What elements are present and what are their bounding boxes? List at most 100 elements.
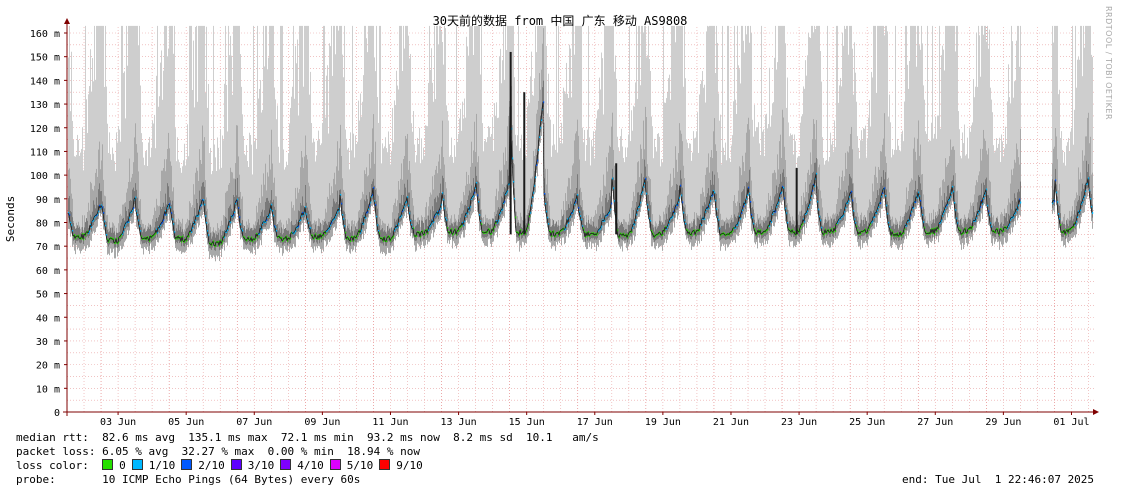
median-line-segment [434, 213, 437, 215]
smoke-mid [169, 148, 170, 221]
median-point [404, 205, 406, 208]
smoke-light [314, 141, 315, 247]
median-point [601, 225, 603, 228]
median-point [792, 228, 794, 231]
smoke-light [163, 70, 164, 229]
median-point [706, 207, 708, 210]
smoke-light [612, 25, 613, 191]
smoke-dark [707, 193, 708, 213]
smoke-light [105, 25, 106, 234]
smoke-dark [933, 219, 934, 234]
smoke-dark [902, 220, 903, 239]
median-point [947, 203, 949, 206]
median-line-segment [398, 216, 401, 218]
median-line-segment [723, 233, 726, 236]
median-point [376, 215, 378, 218]
smoke-dark [614, 180, 615, 206]
median-line-segment [731, 227, 734, 232]
median-point [609, 211, 611, 214]
smoke-dark [857, 220, 858, 236]
smoke-light [171, 25, 172, 221]
smoke-dark [693, 221, 694, 236]
median-line-segment [827, 229, 830, 233]
smoke-mid [1088, 112, 1089, 188]
median-line-segment [402, 206, 405, 210]
median-line-segment [448, 231, 451, 234]
smoke-mid [609, 145, 610, 221]
smoke-dark [779, 183, 780, 203]
median-point [577, 194, 579, 197]
median-line-segment [288, 238, 291, 240]
smoke-light [724, 154, 725, 245]
median-line-segment [891, 231, 894, 235]
smoke-light [1011, 25, 1012, 228]
smoke-dark [336, 202, 337, 219]
median-line-segment [669, 217, 672, 219]
median-point [650, 220, 652, 223]
smoke-light [927, 25, 928, 245]
smoke-dark [549, 217, 550, 236]
smoke-mid [406, 138, 407, 219]
median-point [301, 214, 303, 217]
smoke-dark [888, 204, 889, 228]
smoke-light [331, 25, 332, 238]
smoke-light [518, 25, 519, 241]
smoke-light [210, 147, 211, 255]
median-point [104, 220, 106, 223]
median-point [465, 215, 467, 218]
smoke-light [901, 133, 902, 244]
smoke-light [484, 141, 485, 246]
smoke-light [379, 25, 380, 247]
smoke-light [121, 25, 122, 250]
smoke-light [378, 122, 379, 240]
smoke-dark [248, 227, 249, 242]
smoke-light [532, 94, 533, 209]
smoke-light [491, 134, 492, 247]
median-line-segment [352, 236, 355, 241]
smoke-light [894, 149, 895, 243]
smoke-light [270, 25, 271, 225]
smoke-light [903, 141, 904, 244]
smoke-light [559, 137, 560, 243]
median-point [198, 214, 200, 217]
smoke-light [779, 25, 780, 209]
smoke-light [845, 28, 846, 221]
smoke-dark [1004, 216, 1005, 233]
smoke-light [317, 140, 318, 249]
median-point [393, 235, 395, 238]
median-line-segment [884, 195, 887, 206]
median-point [471, 197, 473, 200]
median-line-segment [844, 203, 847, 208]
median-point [817, 200, 819, 203]
median-point [765, 230, 767, 233]
median-point [847, 201, 849, 204]
smoke-light [195, 26, 196, 234]
smoke-light [211, 174, 212, 258]
smoke-mid [537, 109, 538, 177]
smoke-light [803, 86, 804, 228]
median-line-segment [558, 230, 561, 236]
median-point [843, 214, 845, 217]
median-line-segment [806, 206, 809, 212]
smoke-light [799, 156, 800, 244]
smoke-light [896, 149, 897, 246]
median-point [325, 232, 327, 235]
smoke-dark [568, 204, 569, 228]
median-point [619, 236, 621, 239]
median-line-segment [289, 232, 292, 239]
median-line-segment [498, 212, 501, 215]
smoke-light [351, 150, 352, 250]
median-point [685, 222, 687, 225]
median-point [936, 230, 938, 233]
smoke-light [1069, 151, 1070, 241]
smoke-light [1066, 145, 1067, 239]
smoke-light [360, 93, 361, 242]
smoke-mid [872, 183, 873, 230]
smoke-light [114, 161, 115, 259]
smoke-light [822, 137, 823, 245]
median-line-segment [69, 222, 72, 226]
smoke-mid [393, 205, 394, 251]
smoke-mid [604, 185, 605, 233]
median-point [132, 209, 134, 212]
smoke-light [757, 127, 758, 249]
